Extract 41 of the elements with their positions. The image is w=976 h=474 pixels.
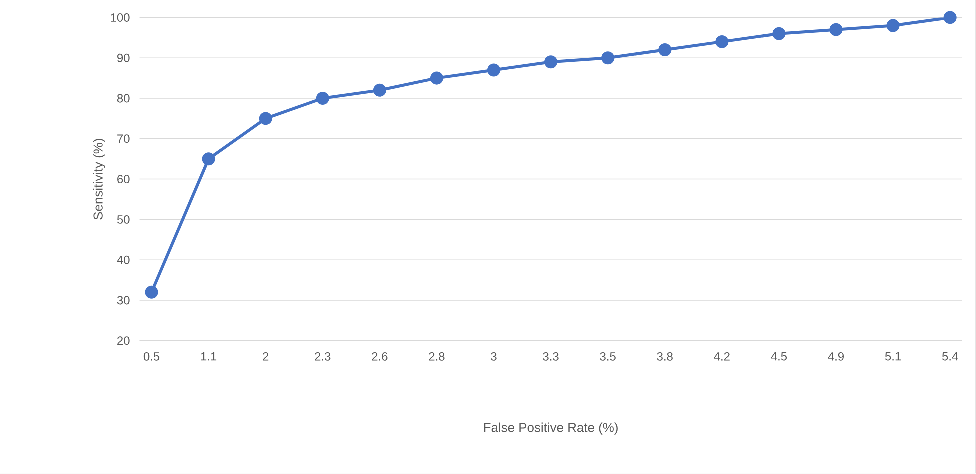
x-tick-label: 3.3: [543, 352, 559, 362]
x-tick-label: 3.8: [657, 352, 673, 362]
x-tick-label: 2.6: [372, 352, 388, 362]
point: [886, 19, 900, 32]
y-tick-label: 20: [118, 336, 130, 346]
x-tick-label: 1.1: [201, 352, 217, 361]
point: [944, 11, 957, 24]
y-tick-label: 30: [117, 296, 130, 305]
point: [145, 286, 158, 300]
y-axis-title: Sensitivity (%): [93, 139, 106, 220]
point: [602, 52, 615, 65]
y-tick-label: 60: [118, 175, 130, 184]
point: [830, 23, 843, 36]
point: [373, 84, 386, 98]
x-tick-label: 3.5: [600, 352, 616, 362]
y-tick-label: 80: [117, 94, 130, 103]
point: [716, 36, 729, 49]
x-tick-label: 2: [263, 352, 269, 361]
x-tick-label: 3: [491, 352, 497, 362]
point: [316, 92, 330, 106]
y-tick-label: 100: [111, 14, 130, 22]
x-tick-label: 4.5: [771, 352, 788, 361]
y-tick-label: 40: [117, 256, 130, 264]
point: [658, 44, 672, 57]
point: [488, 64, 501, 77]
y-tick-label: 90: [118, 54, 130, 62]
x-tick-label: 4.2: [714, 352, 730, 361]
x-tick-label: 2.8: [429, 352, 445, 362]
x-tick-label: 5.4: [942, 352, 958, 361]
y-tick-label: 50: [117, 216, 130, 224]
x-tick-label: 2.3: [315, 352, 331, 362]
x-tick-label: 5.1: [885, 352, 902, 361]
point: [430, 72, 444, 85]
x-tick-label: 4.9: [828, 352, 844, 362]
y-tick-label: 70: [118, 134, 130, 144]
point: [259, 112, 272, 126]
point: [202, 152, 216, 166]
x-tick-label: 0.5: [144, 352, 160, 362]
point: [544, 56, 558, 69]
point: [772, 28, 786, 41]
x-axis-title: False Positive Rate (%): [484, 422, 618, 436]
